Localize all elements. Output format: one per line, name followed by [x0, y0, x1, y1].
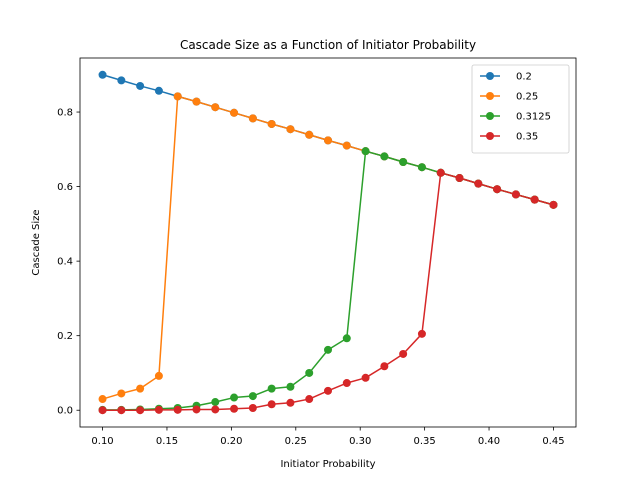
plot-frame	[79, 57, 577, 428]
data-point	[286, 125, 295, 134]
data-point	[399, 157, 408, 166]
data-point	[154, 405, 163, 414]
data-point	[98, 70, 107, 79]
data-point	[248, 403, 257, 412]
legend: 0.2 0.25 0.3125 0.35	[471, 64, 570, 154]
data-point	[324, 136, 332, 145]
legend-item: 0.25	[480, 92, 538, 103]
data-point	[305, 395, 314, 404]
data-point	[154, 86, 163, 95]
data-point	[380, 362, 389, 371]
y-tick-label: 0.2	[57, 331, 73, 342]
data-point	[436, 168, 445, 177]
x-tick-label: 0.25	[285, 436, 307, 447]
data-point	[211, 103, 220, 112]
data-point	[417, 163, 426, 172]
plot-series	[98, 70, 558, 415]
x-tick-label: 0.45	[542, 436, 564, 447]
y-tick-label: 0.4	[57, 257, 73, 268]
data-point	[173, 405, 182, 414]
data-point	[342, 379, 351, 388]
legend-item: 0.35	[480, 132, 538, 143]
data-point	[511, 190, 520, 199]
legend-item: 0.2	[480, 72, 532, 83]
data-point	[549, 200, 558, 209]
data-point	[305, 368, 314, 377]
data-point	[248, 392, 257, 401]
data-point	[361, 147, 370, 156]
legend-swatch-marker	[486, 72, 494, 80]
legend-swatch-marker	[486, 112, 494, 120]
data-point	[248, 114, 257, 123]
data-point	[399, 349, 408, 358]
data-point	[192, 405, 201, 414]
data-point	[192, 97, 201, 106]
data-point	[117, 76, 126, 85]
data-point	[474, 179, 483, 188]
data-point	[286, 382, 295, 391]
data-point	[286, 398, 295, 407]
data-point	[136, 81, 145, 90]
data-point	[117, 406, 126, 415]
x-tick-label: 0.15	[156, 436, 178, 447]
y-tick-label: 0.0	[57, 406, 73, 417]
y-axis: 0.0 0.2 0.4 0.6 0.8	[57, 108, 80, 417]
legend-label: 0.2	[516, 72, 532, 83]
data-point	[117, 389, 126, 398]
legend-label: 0.3125	[516, 112, 551, 123]
legend-label: 0.35	[516, 132, 538, 143]
data-point	[136, 406, 145, 415]
data-point	[211, 398, 220, 407]
y-tick-label: 0.8	[57, 108, 73, 119]
series-0.35	[98, 168, 558, 415]
y-tick-label: 0.6	[57, 182, 73, 193]
data-point	[267, 119, 276, 128]
data-point	[154, 371, 163, 380]
data-point	[530, 195, 539, 204]
x-tick-label: 0.20	[220, 436, 242, 447]
legend-swatch-marker	[486, 92, 494, 100]
x-axis: 0.10 0.15 0.20 0.25 0.30 0.35 0.40 0.45	[91, 427, 565, 447]
x-axis-label: Initiator Probability	[280, 459, 375, 470]
x-tick-label: 0.40	[478, 436, 500, 447]
legend-swatch-marker	[486, 132, 494, 140]
legend-item: 0.3125	[480, 112, 551, 123]
data-point	[493, 185, 502, 194]
data-point	[98, 406, 107, 415]
data-point	[98, 395, 107, 404]
x-tick-label: 0.35	[413, 436, 435, 447]
y-axis-label: Cascade Size	[31, 209, 42, 275]
data-point	[342, 141, 351, 150]
data-point	[173, 92, 182, 101]
legend-box	[471, 64, 570, 154]
data-point	[230, 393, 239, 402]
data-point	[342, 334, 351, 343]
legend-label: 0.25	[516, 92, 538, 103]
data-point	[305, 130, 314, 139]
data-point	[230, 108, 239, 117]
data-point	[380, 152, 389, 161]
data-point	[324, 345, 332, 354]
data-point	[267, 384, 276, 393]
data-point	[267, 400, 276, 409]
x-tick-label: 0.10	[91, 436, 113, 447]
data-point	[230, 404, 239, 413]
data-point	[417, 329, 426, 338]
data-point	[211, 405, 220, 414]
chart-title: Cascade Size as a Function of Initiator …	[180, 38, 476, 52]
data-point	[455, 174, 464, 183]
x-tick-label: 0.30	[349, 436, 371, 447]
data-point	[361, 373, 370, 382]
data-point	[136, 384, 145, 393]
data-point	[324, 386, 332, 395]
